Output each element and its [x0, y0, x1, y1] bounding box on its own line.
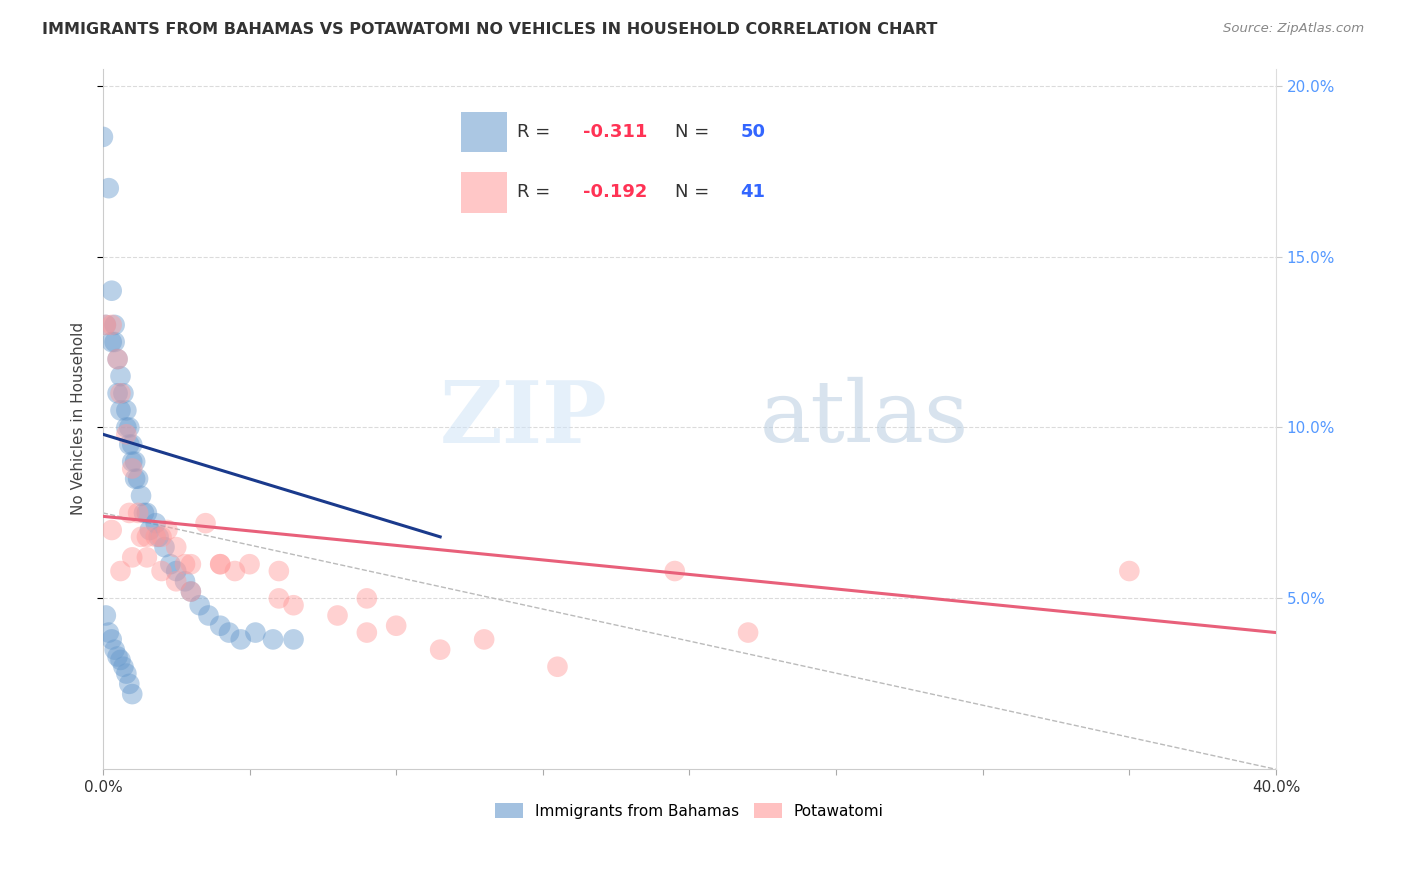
Point [209, 558, 232, 572]
Point [224, 564, 246, 578]
Point [110, 653, 132, 667]
Point [100, 334, 122, 349]
Point [150, 530, 173, 544]
Point [194, 516, 217, 531]
Point [356, 625, 378, 640]
Point [209, 558, 232, 572]
Point [1118, 564, 1140, 578]
Point [148, 530, 170, 544]
Point [129, 530, 152, 544]
Point [104, 642, 127, 657]
Point [267, 591, 290, 606]
Point [546, 659, 568, 673]
Point [156, 523, 179, 537]
Point [107, 352, 129, 367]
Point [127, 472, 149, 486]
Point [118, 677, 141, 691]
Text: IMMIGRANTS FROM BAHAMAS VS POTAWATOMI NO VEHICLES IN HOUSEHOLD CORRELATION CHART: IMMIGRANTS FROM BAHAMAS VS POTAWATOMI NO… [42, 22, 938, 37]
Point [145, 516, 167, 531]
Text: Source: ZipAtlas.com: Source: ZipAtlas.com [1223, 22, 1364, 36]
Point [104, 334, 127, 349]
Point [159, 558, 181, 572]
Point [165, 540, 187, 554]
Point [91, 129, 114, 144]
Point [737, 625, 759, 640]
Point [94, 608, 117, 623]
Point [129, 489, 152, 503]
Point [121, 455, 143, 469]
Point [104, 318, 127, 332]
Point [112, 659, 135, 673]
Point [124, 455, 146, 469]
Point [135, 530, 157, 544]
Point [209, 618, 232, 632]
Point [107, 649, 129, 664]
Point [100, 318, 122, 332]
Point [107, 386, 129, 401]
Point [110, 369, 132, 384]
Point [150, 564, 173, 578]
Point [145, 530, 167, 544]
Point [180, 584, 202, 599]
Point [262, 632, 284, 647]
Point [100, 523, 122, 537]
Point [97, 625, 120, 640]
Point [218, 625, 240, 640]
Point [283, 598, 305, 612]
Point [121, 461, 143, 475]
Point [188, 598, 211, 612]
Point [121, 437, 143, 451]
Point [115, 420, 138, 434]
Point [180, 584, 202, 599]
Point [121, 550, 143, 565]
Point [238, 558, 260, 572]
Point [135, 506, 157, 520]
Point [385, 618, 408, 632]
Point [100, 632, 122, 647]
Point [174, 574, 197, 589]
Point [139, 523, 162, 537]
Point [326, 608, 349, 623]
Point [135, 550, 157, 565]
Point [110, 564, 132, 578]
Point [124, 472, 146, 486]
Point [115, 403, 138, 417]
Point [100, 284, 122, 298]
Point [174, 558, 197, 572]
Point [115, 427, 138, 442]
Point [94, 318, 117, 332]
Point [472, 632, 495, 647]
Point [165, 564, 187, 578]
Text: atlas: atlas [759, 377, 969, 460]
Point [245, 625, 267, 640]
Point [197, 608, 219, 623]
Point [664, 564, 686, 578]
Point [127, 506, 149, 520]
Text: ZIP: ZIP [440, 377, 607, 461]
Point [429, 642, 451, 657]
Point [94, 318, 117, 332]
Point [165, 574, 187, 589]
Point [118, 506, 141, 520]
Point [107, 352, 129, 367]
Point [118, 437, 141, 451]
Point [180, 558, 202, 572]
Point [153, 540, 176, 554]
Point [110, 403, 132, 417]
Legend: Immigrants from Bahamas, Potawatomi: Immigrants from Bahamas, Potawatomi [489, 797, 890, 825]
Point [132, 506, 155, 520]
Point [115, 666, 138, 681]
Point [121, 687, 143, 701]
Point [118, 420, 141, 434]
Y-axis label: No Vehicles in Household: No Vehicles in Household [72, 322, 86, 516]
Point [110, 386, 132, 401]
Point [97, 181, 120, 195]
Point [356, 591, 378, 606]
Point [229, 632, 252, 647]
Point [267, 564, 290, 578]
Point [112, 386, 135, 401]
Point [283, 632, 305, 647]
